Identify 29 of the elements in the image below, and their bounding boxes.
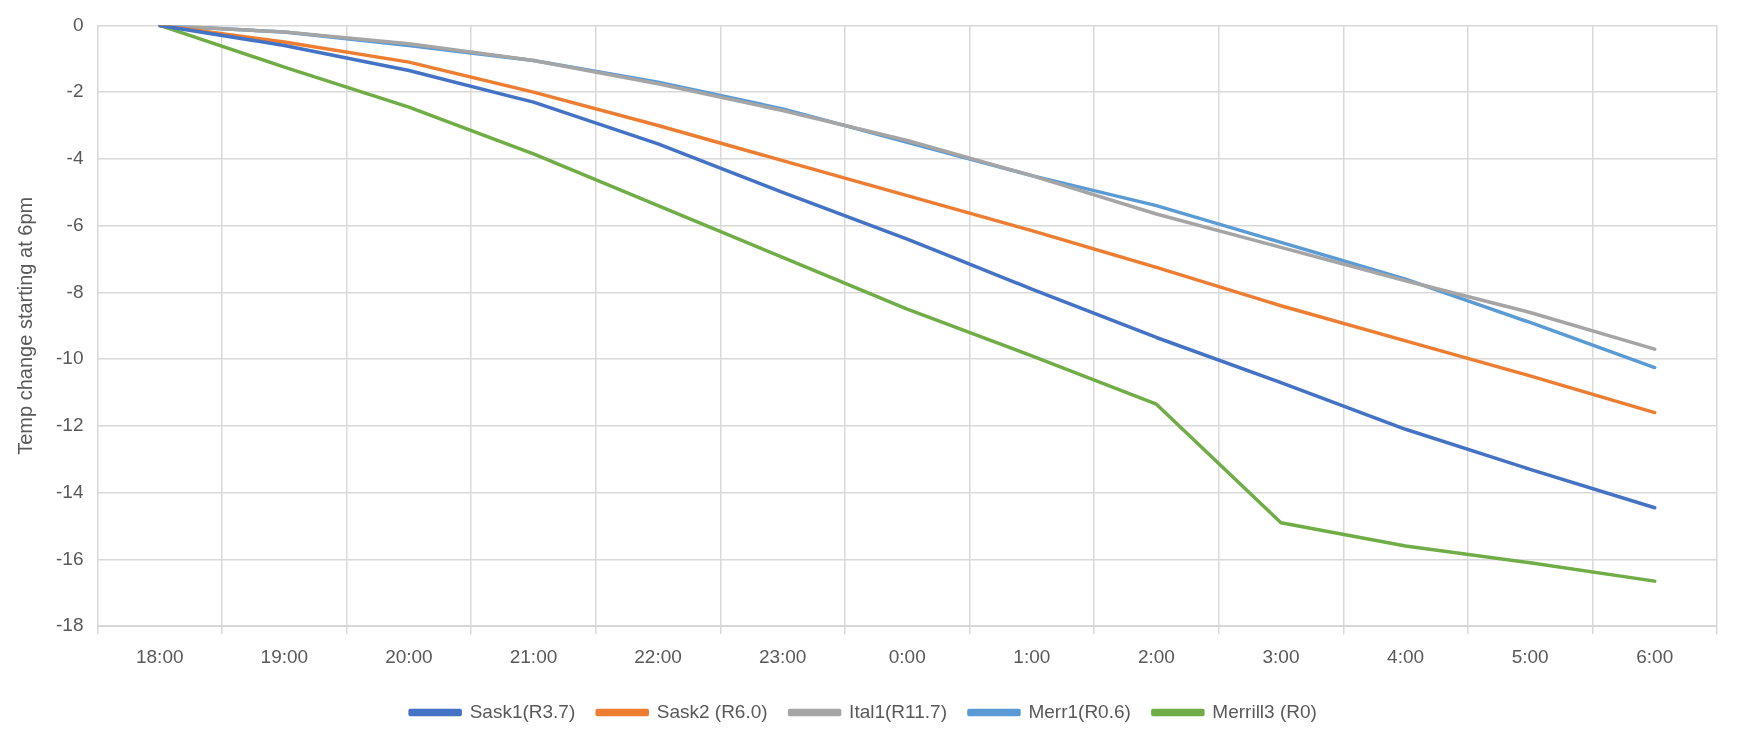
x-tick-label: 2:00 (1137, 645, 1175, 667)
x-tick-label: 20:00 (385, 645, 433, 667)
x-tick-label: 6:00 (1636, 645, 1674, 667)
x-tick-label: 18:00 (135, 645, 184, 667)
y-tick-label: -16 (55, 547, 84, 569)
y-tick-label: -12 (55, 414, 84, 436)
legend-label: Merr1(R0.6) (1028, 700, 1131, 722)
x-tick-label: 5:00 (1511, 645, 1549, 667)
y-tick-label: -10 (55, 347, 84, 369)
x-tick-label: 23:00 (758, 645, 807, 667)
y-tick-label: -14 (55, 480, 84, 502)
y-tick-label: -18 (55, 614, 84, 636)
legend-label: Merrill3 (R0) (1212, 700, 1317, 722)
x-tick-label: 0:00 (888, 645, 926, 667)
x-tick-label: 4:00 (1387, 645, 1425, 667)
legend-label: Sask2 (R6.0) (656, 700, 768, 722)
x-tick-label: 19:00 (260, 645, 309, 667)
x-tick-label: 3:00 (1262, 645, 1300, 667)
y-tick-label: -6 (66, 213, 84, 235)
x-tick-label: 21:00 (509, 645, 558, 667)
y-axis-title: Temp change starting at 6pm (13, 196, 36, 455)
y-tick-label: -2 (66, 80, 84, 102)
y-tick-label: -4 (66, 147, 84, 169)
legend-label: Ital1(R11.7) (849, 700, 947, 722)
legend-label: Sask1(R3.7) (469, 700, 576, 722)
x-tick-label: 1:00 (1013, 645, 1051, 667)
y-tick-label: 0 (72, 13, 84, 35)
y-tick-label: -8 (66, 280, 84, 302)
x-tick-label: 22:00 (634, 645, 682, 667)
